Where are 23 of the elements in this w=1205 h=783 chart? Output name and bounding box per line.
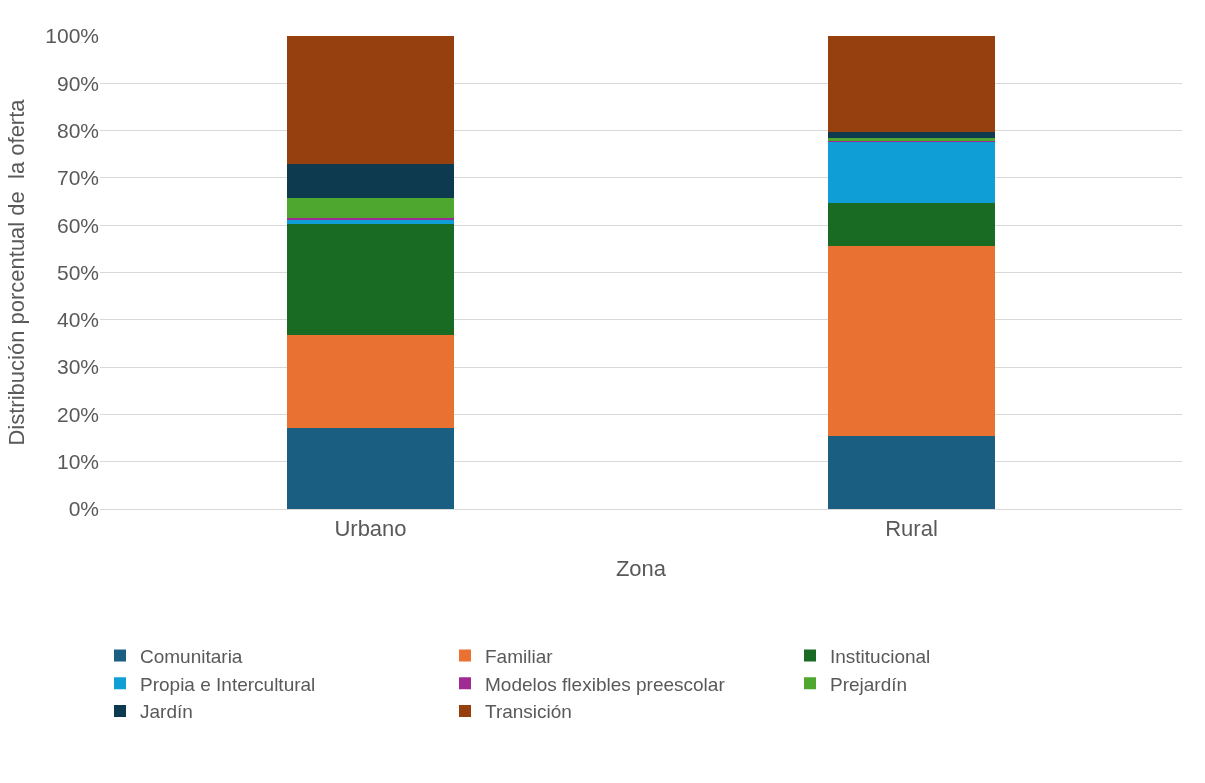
- legend-label: Familiar: [485, 645, 554, 667]
- y-tick-label: 10%: [56, 450, 99, 474]
- y-tick-label: 100%: [45, 24, 99, 48]
- y-axis-title: Distribución porcentual de la oferta: [4, 98, 30, 446]
- y-tick-label: 70%: [56, 166, 99, 190]
- x-tick-label: Urbano: [334, 516, 407, 542]
- y-tick-label: 90%: [56, 71, 99, 95]
- x-axis-title: Zona: [615, 556, 667, 582]
- legend-label: Jardín: [140, 701, 193, 723]
- y-tick-label: 40%: [56, 308, 99, 332]
- legend-label: Transición: [485, 701, 572, 723]
- legend-label: Comunitaria: [140, 645, 243, 667]
- y-tick-label: 80%: [56, 118, 99, 142]
- legend-label: Prejardín: [830, 673, 908, 695]
- y-tick-label: 60%: [56, 213, 99, 237]
- y-tick-label: 30%: [56, 355, 99, 379]
- y-tick-label: 50%: [56, 260, 99, 284]
- y-tick-label: 0%: [68, 497, 99, 521]
- legend-label: Modelos flexibles preescolar: [485, 673, 726, 695]
- legend-label: Institucional: [830, 645, 931, 667]
- y-tick-label: 20%: [56, 402, 99, 426]
- x-tick-label: Rural: [885, 516, 938, 542]
- legend-label: Propia e Intercultural: [140, 673, 316, 695]
